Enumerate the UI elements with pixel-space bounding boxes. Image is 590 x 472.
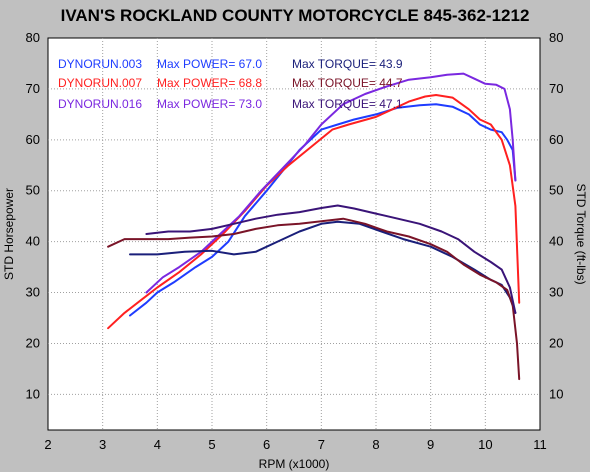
left-y-tick-label: 10 [26, 386, 40, 401]
legend-run-007: DYNORUN.007 [58, 76, 142, 90]
x-tick-label: 2 [44, 437, 51, 452]
x-tick-label: 5 [208, 437, 215, 452]
x-tick-label: 11 [533, 437, 547, 452]
x-tick-label: 10 [478, 437, 492, 452]
left-y-tick-label: 70 [26, 81, 40, 96]
right-y-tick-label: 80 [549, 30, 563, 45]
legend: DYNORUN.003 Max POWER= 67.0 Max TORQUE= … [58, 57, 403, 111]
left-y-tick-label: 60 [26, 132, 40, 147]
legend-run-003: DYNORUN.003 [58, 57, 142, 71]
x-tick-labels: 2 3 4 5 6 7 8 9 10 11 [44, 437, 546, 452]
left-y-tick-label: 20 [26, 335, 40, 350]
legend-run-016: DYNORUN.016 [58, 97, 142, 111]
chart-title: IVAN'S ROCKLAND COUNTY MOTORCYCLE 845-36… [61, 6, 530, 25]
gridlines [48, 38, 540, 430]
x-tick-label: 3 [99, 437, 106, 452]
series-lines [107, 72, 521, 381]
right-y-tick-label: 10 [549, 386, 563, 401]
left-y-tick-label: 80 [26, 30, 40, 45]
left-y-axis-label: STD Horsepower [2, 188, 16, 280]
power-series-line [107, 94, 521, 330]
right-y-tick-label: 50 [549, 183, 563, 198]
left-y-tick-labels: 10 20 30 40 50 60 70 80 [26, 30, 40, 401]
left-y-tick-label: 30 [26, 285, 40, 300]
x-tick-label: 8 [372, 437, 379, 452]
x-axis-label: RPM (x1000) [259, 457, 330, 471]
right-y-tick-labels: 10 20 30 40 50 60 70 80 [549, 30, 563, 401]
right-y-tick-label: 40 [549, 234, 563, 249]
legend-torque-016: Max TORQUE= 47.1 [292, 97, 403, 111]
x-tick-label: 9 [427, 437, 434, 452]
left-y-tick-label: 50 [26, 183, 40, 198]
right-y-tick-label: 60 [549, 132, 563, 147]
x-tick-label: 6 [263, 437, 270, 452]
legend-power-003: Max POWER= 67.0 [157, 57, 262, 71]
right-y-axis-label: STD Torque (ft-lbs) [574, 183, 588, 284]
right-y-tick-label: 30 [549, 285, 563, 300]
legend-torque-007: Max TORQUE= 44.7 [292, 76, 403, 90]
torque-series-line [107, 217, 521, 381]
legend-power-007: Max POWER= 68.8 [157, 76, 262, 90]
left-y-tick-label: 40 [26, 234, 40, 249]
right-y-tick-label: 20 [549, 335, 563, 350]
power-series-line [129, 103, 517, 317]
legend-torque-003: Max TORQUE= 43.9 [292, 57, 403, 71]
x-tick-label: 4 [154, 437, 161, 452]
power-series-line [145, 72, 517, 294]
right-y-tick-label: 70 [549, 81, 563, 96]
x-tick-label: 7 [318, 437, 325, 452]
torque-series-line [145, 204, 517, 314]
legend-power-016: Max POWER= 73.0 [157, 97, 262, 111]
